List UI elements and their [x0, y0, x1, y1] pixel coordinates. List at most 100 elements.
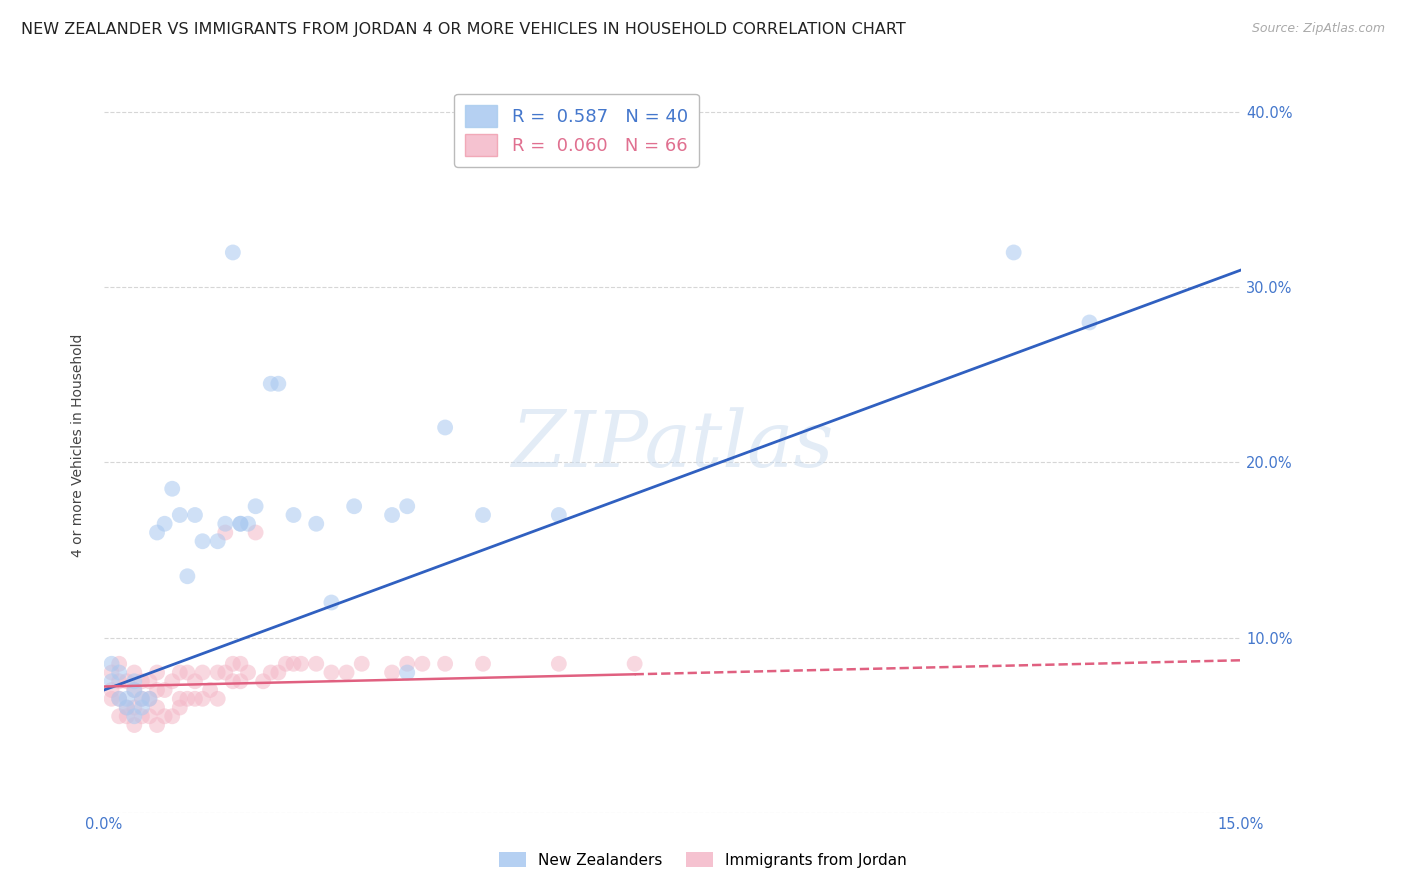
Point: [236, 665, 259, 680]
Point: [335, 665, 357, 680]
Point: [131, 674, 153, 689]
Point: [153, 516, 176, 531]
Point: [214, 665, 236, 680]
Point: [131, 700, 153, 714]
Point: [236, 516, 259, 531]
Point: [290, 657, 312, 671]
Point: [124, 674, 146, 689]
Point: [547, 657, 569, 671]
Legend: New Zealanders, Immigrants from Jordan: New Zealanders, Immigrants from Jordan: [491, 844, 915, 875]
Point: [267, 665, 290, 680]
Point: [169, 665, 191, 680]
Point: [124, 683, 146, 698]
Point: [115, 700, 138, 714]
Text: Source: ZipAtlas.com: Source: ZipAtlas.com: [1251, 22, 1385, 36]
Point: [229, 516, 252, 531]
Point: [100, 657, 122, 671]
Point: [396, 665, 419, 680]
Point: [176, 691, 198, 706]
Point: [115, 709, 138, 723]
Point: [207, 691, 229, 706]
Point: [321, 665, 343, 680]
Point: [146, 683, 169, 698]
Point: [124, 700, 146, 714]
Point: [222, 674, 245, 689]
Point: [131, 691, 153, 706]
Point: [191, 691, 214, 706]
Point: [229, 674, 252, 689]
Point: [153, 683, 176, 698]
Point: [222, 657, 245, 671]
Point: [184, 674, 207, 689]
Point: [191, 665, 214, 680]
Point: [146, 665, 169, 680]
Point: [267, 376, 290, 391]
Point: [108, 657, 131, 671]
Point: [434, 657, 457, 671]
Point: [207, 534, 229, 549]
Point: [283, 508, 305, 522]
Point: [229, 516, 252, 531]
Point: [100, 691, 122, 706]
Y-axis label: 4 or more Vehicles in Household: 4 or more Vehicles in Household: [72, 334, 86, 557]
Point: [160, 482, 183, 496]
Point: [1002, 245, 1025, 260]
Point: [146, 700, 169, 714]
Point: [245, 500, 267, 514]
Point: [108, 709, 131, 723]
Point: [283, 657, 305, 671]
Point: [115, 674, 138, 689]
Point: [252, 674, 274, 689]
Point: [434, 420, 457, 434]
Point: [207, 665, 229, 680]
Point: [146, 525, 169, 540]
Point: [100, 683, 122, 698]
Point: [108, 691, 131, 706]
Point: [305, 657, 328, 671]
Point: [191, 534, 214, 549]
Point: [108, 674, 131, 689]
Point: [214, 516, 236, 531]
Point: [153, 709, 176, 723]
Point: [274, 657, 297, 671]
Point: [160, 674, 183, 689]
Point: [124, 665, 146, 680]
Point: [472, 508, 495, 522]
Point: [160, 709, 183, 723]
Point: [115, 700, 138, 714]
Point: [146, 718, 169, 732]
Point: [138, 709, 160, 723]
Point: [229, 657, 252, 671]
Point: [176, 569, 198, 583]
Point: [350, 657, 373, 671]
Point: [1078, 316, 1101, 330]
Point: [396, 657, 419, 671]
Point: [343, 500, 366, 514]
Point: [638, 840, 661, 855]
Point: [245, 525, 267, 540]
Point: [198, 683, 221, 698]
Point: [124, 718, 146, 732]
Point: [100, 674, 122, 689]
Point: [124, 709, 146, 723]
Point: [305, 516, 328, 531]
Point: [115, 691, 138, 706]
Point: [169, 508, 191, 522]
Point: [169, 700, 191, 714]
Text: NEW ZEALANDER VS IMMIGRANTS FROM JORDAN 4 OR MORE VEHICLES IN HOUSEHOLD CORRELAT: NEW ZEALANDER VS IMMIGRANTS FROM JORDAN …: [21, 22, 905, 37]
Point: [472, 657, 495, 671]
Point: [108, 665, 131, 680]
Point: [138, 691, 160, 706]
Point: [214, 525, 236, 540]
Legend: R =  0.587   N = 40, R =  0.060   N = 66: R = 0.587 N = 40, R = 0.060 N = 66: [454, 94, 699, 167]
Point: [381, 665, 404, 680]
Text: ZIPatlas: ZIPatlas: [512, 407, 834, 483]
Point: [222, 245, 245, 260]
Point: [100, 665, 122, 680]
Point: [131, 691, 153, 706]
Point: [138, 691, 160, 706]
Point: [260, 665, 283, 680]
Point: [321, 595, 343, 609]
Point: [176, 665, 198, 680]
Point: [184, 691, 207, 706]
